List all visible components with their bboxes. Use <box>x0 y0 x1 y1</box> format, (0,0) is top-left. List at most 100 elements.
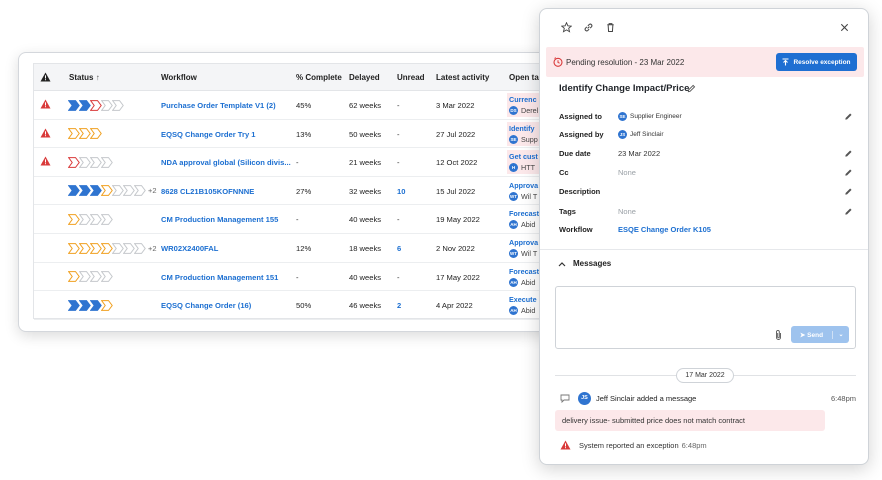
warning-column-icon[interactable] <box>40 72 51 82</box>
stage-chevron-icon <box>79 185 91 197</box>
open-task[interactable]: Get cust H HTT <box>509 152 538 173</box>
edit-assigned-to-icon[interactable] <box>844 112 853 121</box>
close-icon[interactable] <box>839 22 850 33</box>
open-task[interactable]: Approva WT Wil T <box>509 181 538 201</box>
trash-icon[interactable] <box>605 22 616 33</box>
unread-count[interactable]: 6 <box>397 244 402 253</box>
pct-complete: - <box>296 215 299 225</box>
resolve-exception-label: Resolve exception <box>793 58 851 66</box>
latest-activity: 4 Apr 2022 <box>436 301 473 311</box>
task-title[interactable]: Execute <box>509 295 537 305</box>
table-row[interactable]: CM Production Management 155 - 40 weeks - 19… <box>34 205 577 234</box>
edit-tags-icon[interactable] <box>844 207 853 216</box>
stage-chevron-icon <box>112 185 124 197</box>
latest-activity: 15 Jul 2022 <box>436 186 476 196</box>
task-title[interactable]: Identify <box>509 123 535 133</box>
workflow-link[interactable]: EQSQ Change Order (16) <box>161 301 252 311</box>
stage-chevron-icon <box>68 299 80 311</box>
open-task[interactable]: Currenc DS Derel <box>509 95 538 115</box>
edit-cc-icon[interactable] <box>844 168 853 177</box>
stage-chevron-icon <box>134 242 146 254</box>
stage-chevron-icon <box>90 213 102 225</box>
unread-count[interactable]: 10 <box>397 186 406 196</box>
task-title[interactable]: Forecast <box>509 266 539 276</box>
star-icon[interactable] <box>561 22 572 33</box>
workflow-link[interactable]: 8628 CL21B105KOFNNNE <box>161 186 255 196</box>
task-title[interactable]: Currenc <box>509 95 537 104</box>
stage-chevron-icon <box>90 99 102 111</box>
workflow-link[interactable]: CM Production Management 155 <box>161 215 279 225</box>
open-task[interactable]: Forecast AH Abid <box>509 267 539 287</box>
pending-resolution-banner: Pending resolution - 23 Mar 2022 Resolve… <box>546 47 864 77</box>
table-row[interactable]: +2 8628 CL21B105KOFNNNE 27% 32 weeks 10 15 Ju… <box>34 177 577 206</box>
due-date-value[interactable]: 23 Mar 2022 <box>618 149 661 158</box>
resolve-icon <box>782 58 789 66</box>
edit-due-date-icon[interactable] <box>844 149 853 158</box>
header-pct-complete[interactable]: % Complete <box>296 73 342 82</box>
workflow-link[interactable]: WR02X2400FAL <box>161 244 219 253</box>
message-input[interactable]: ➤ Send ⌄ <box>555 286 856 349</box>
unread-count: - <box>397 158 400 168</box>
latest-activity: 19 May 2022 <box>436 215 480 225</box>
task-assignee-avatar: H <box>509 163 518 173</box>
send-options-chevron-icon[interactable]: ⌄ <box>838 332 844 338</box>
stage-chevron-icon <box>101 156 113 168</box>
table-row[interactable]: NDA approval global (Silicon divis... -21… <box>34 148 577 177</box>
link-icon[interactable] <box>583 22 594 33</box>
header-status[interactable]: Status ↑ <box>69 73 100 82</box>
header-open-tasks[interactable]: Open tas <box>509 73 544 82</box>
send-button[interactable]: ➤ Send ⌄ <box>791 326 849 343</box>
workflow-link[interactable]: NDA approval global (Silicon divis... <box>161 158 291 168</box>
header-workflow[interactable]: Workflow <box>161 73 197 82</box>
task-assignee-avatar: SE <box>509 134 518 144</box>
table-row[interactable]: EQSQ Change Order Try 1 13% 50 weeks - 27 Ju… <box>34 120 577 149</box>
stage-chevron-icon <box>79 271 91 282</box>
task-title[interactable]: Forecast <box>509 209 539 219</box>
table-row[interactable]: CM Production Management 151 - 40 weeks - 17… <box>34 263 577 292</box>
assigned-by-text: Jeff Sinclair <box>630 131 664 138</box>
edit-title-icon[interactable] <box>687 84 696 93</box>
open-task[interactable]: Identify SE Supp <box>509 124 538 144</box>
pending-resolution-text: Pending resolution - 23 Mar 2022 <box>566 58 685 67</box>
task-assignee-avatar: WT <box>509 249 518 258</box>
table-row[interactable]: EQSQ Change Order (16) 50% 46 weeks 2 4 Apr … <box>34 291 577 320</box>
task-title[interactable]: Approva <box>509 180 539 190</box>
header-latest-activity[interactable]: Latest activity <box>436 73 490 82</box>
workflow-link[interactable]: ESQE Change Order K105 <box>618 225 711 234</box>
pct-complete: 13% <box>296 129 312 139</box>
delayed: 32 weeks <box>349 186 382 196</box>
task-assignee-avatar: AH <box>509 306 518 316</box>
open-task[interactable]: Execute AH Abid <box>509 295 537 316</box>
assigned-to-value[interactable]: SE Supplier Engineer <box>618 112 682 121</box>
workflow-link[interactable]: Purchase Order Template V1 (2) <box>161 101 276 110</box>
date-separator-pill: 17 Mar 2022 <box>676 368 734 383</box>
stage-chevron-icon <box>134 185 146 197</box>
task-title[interactable]: Approva <box>509 238 539 247</box>
paperclip-icon[interactable] <box>774 329 783 341</box>
resolve-exception-button[interactable]: Resolve exception <box>776 53 857 71</box>
table-row[interactable]: Purchase Order Template V1 (2) 45% 62 week… <box>34 91 577 120</box>
task-title[interactable]: Get cust <box>509 152 538 162</box>
log-text: Jeff Sinclair added a message <box>596 394 697 403</box>
assigned-to-text: Supplier Engineer <box>630 113 682 120</box>
header-unread[interactable]: Unread <box>397 73 425 82</box>
stage-chevron-icon <box>79 99 91 111</box>
status-stages: +2 <box>68 185 157 197</box>
sort-arrow-up-icon[interactable]: ↑ <box>95 73 100 82</box>
messages-toggle[interactable]: Messages <box>558 259 611 268</box>
stage-chevron-icon <box>90 299 102 311</box>
cc-value[interactable]: None <box>618 168 636 177</box>
header-delayed[interactable]: Delayed <box>349 73 380 82</box>
workflow-link[interactable]: EQSQ Change Order Try 1 <box>161 129 256 139</box>
latest-activity: 2 Nov 2022 <box>436 244 475 253</box>
tags-value[interactable]: None <box>618 207 636 216</box>
workflow-link[interactable]: CM Production Management 151 <box>161 272 279 282</box>
open-task[interactable]: Forecast AH Abid <box>509 209 539 230</box>
table-row[interactable]: +2 WR02X2400FAL 12% 18 weeks 6 2 Nov 2022 Appr… <box>34 234 577 263</box>
stage-chevron-icon <box>79 299 91 311</box>
tags-label: Tags <box>559 207 576 216</box>
send-arrow-icon: ➤ <box>799 331 806 339</box>
unread-count[interactable]: 2 <box>397 301 402 311</box>
open-task[interactable]: Approva WT Wil T <box>509 238 538 258</box>
edit-description-icon[interactable] <box>844 187 853 196</box>
